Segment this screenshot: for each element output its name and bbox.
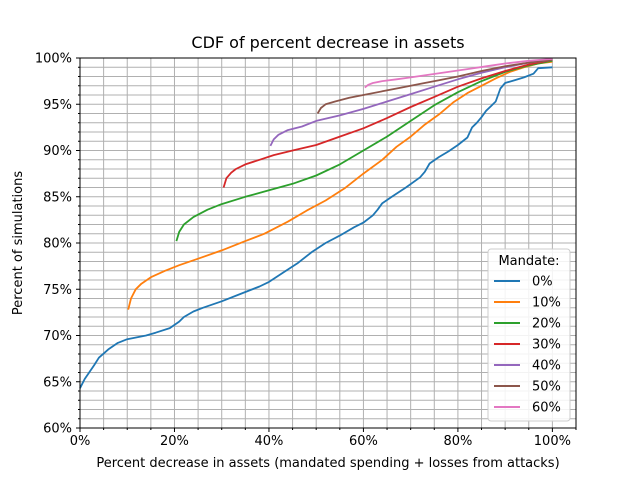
x-tick-label: 100% <box>534 434 571 449</box>
x-tick-label: 80% <box>443 434 472 449</box>
x-tick-label: 60% <box>349 434 378 449</box>
legend-label: 30% <box>532 338 561 353</box>
series-line-0pct <box>79 66 553 389</box>
series-line-50pct <box>316 59 553 114</box>
series-line-20pct <box>175 59 553 242</box>
legend-title: Mandate: <box>498 254 559 269</box>
x-tick-label: 40% <box>254 434 283 449</box>
x-tick-label: 20% <box>160 434 189 449</box>
legend-label: 50% <box>532 380 561 395</box>
series-line-40pct <box>269 59 553 147</box>
x-axis-label: Percent decrease in assets (mandated spe… <box>96 456 559 471</box>
y-axis-ticks: 60% 65% 70% 75% 80% 85% 90% 95% 100% <box>35 52 80 437</box>
legend-label: 60% <box>532 401 561 416</box>
series-lines <box>79 58 553 389</box>
y-tick-label: 75% <box>43 283 72 298</box>
y-tick-label: 70% <box>43 329 72 344</box>
y-tick-label: 65% <box>43 375 72 390</box>
x-axis-ticks: 0% 20% 40% 60% 80% 100% <box>70 428 577 449</box>
y-tick-label: 90% <box>43 144 72 159</box>
y-tick-label: 60% <box>43 422 72 437</box>
y-tick-label: 100% <box>35 52 72 67</box>
legend-label: 40% <box>532 359 561 374</box>
y-tick-label: 85% <box>43 190 72 205</box>
legend-label: 10% <box>532 296 561 311</box>
y-axis-label: Percent of simulations <box>11 171 26 315</box>
legend-label: 0% <box>532 275 553 290</box>
legend: Mandate: 0% 10% 20% 30% 40% 50% 60% <box>487 248 571 422</box>
legend-box <box>487 248 571 422</box>
series-line-30pct <box>222 59 553 188</box>
series-line-60pct <box>364 58 553 89</box>
y-tick-label: 95% <box>43 98 72 113</box>
series-line-10pct <box>127 60 553 310</box>
chart-title: CDF of percent decrease in assets <box>191 33 464 52</box>
y-tick-label: 80% <box>43 237 72 252</box>
legend-label: 20% <box>532 317 561 332</box>
x-tick-label: 0% <box>70 434 91 449</box>
